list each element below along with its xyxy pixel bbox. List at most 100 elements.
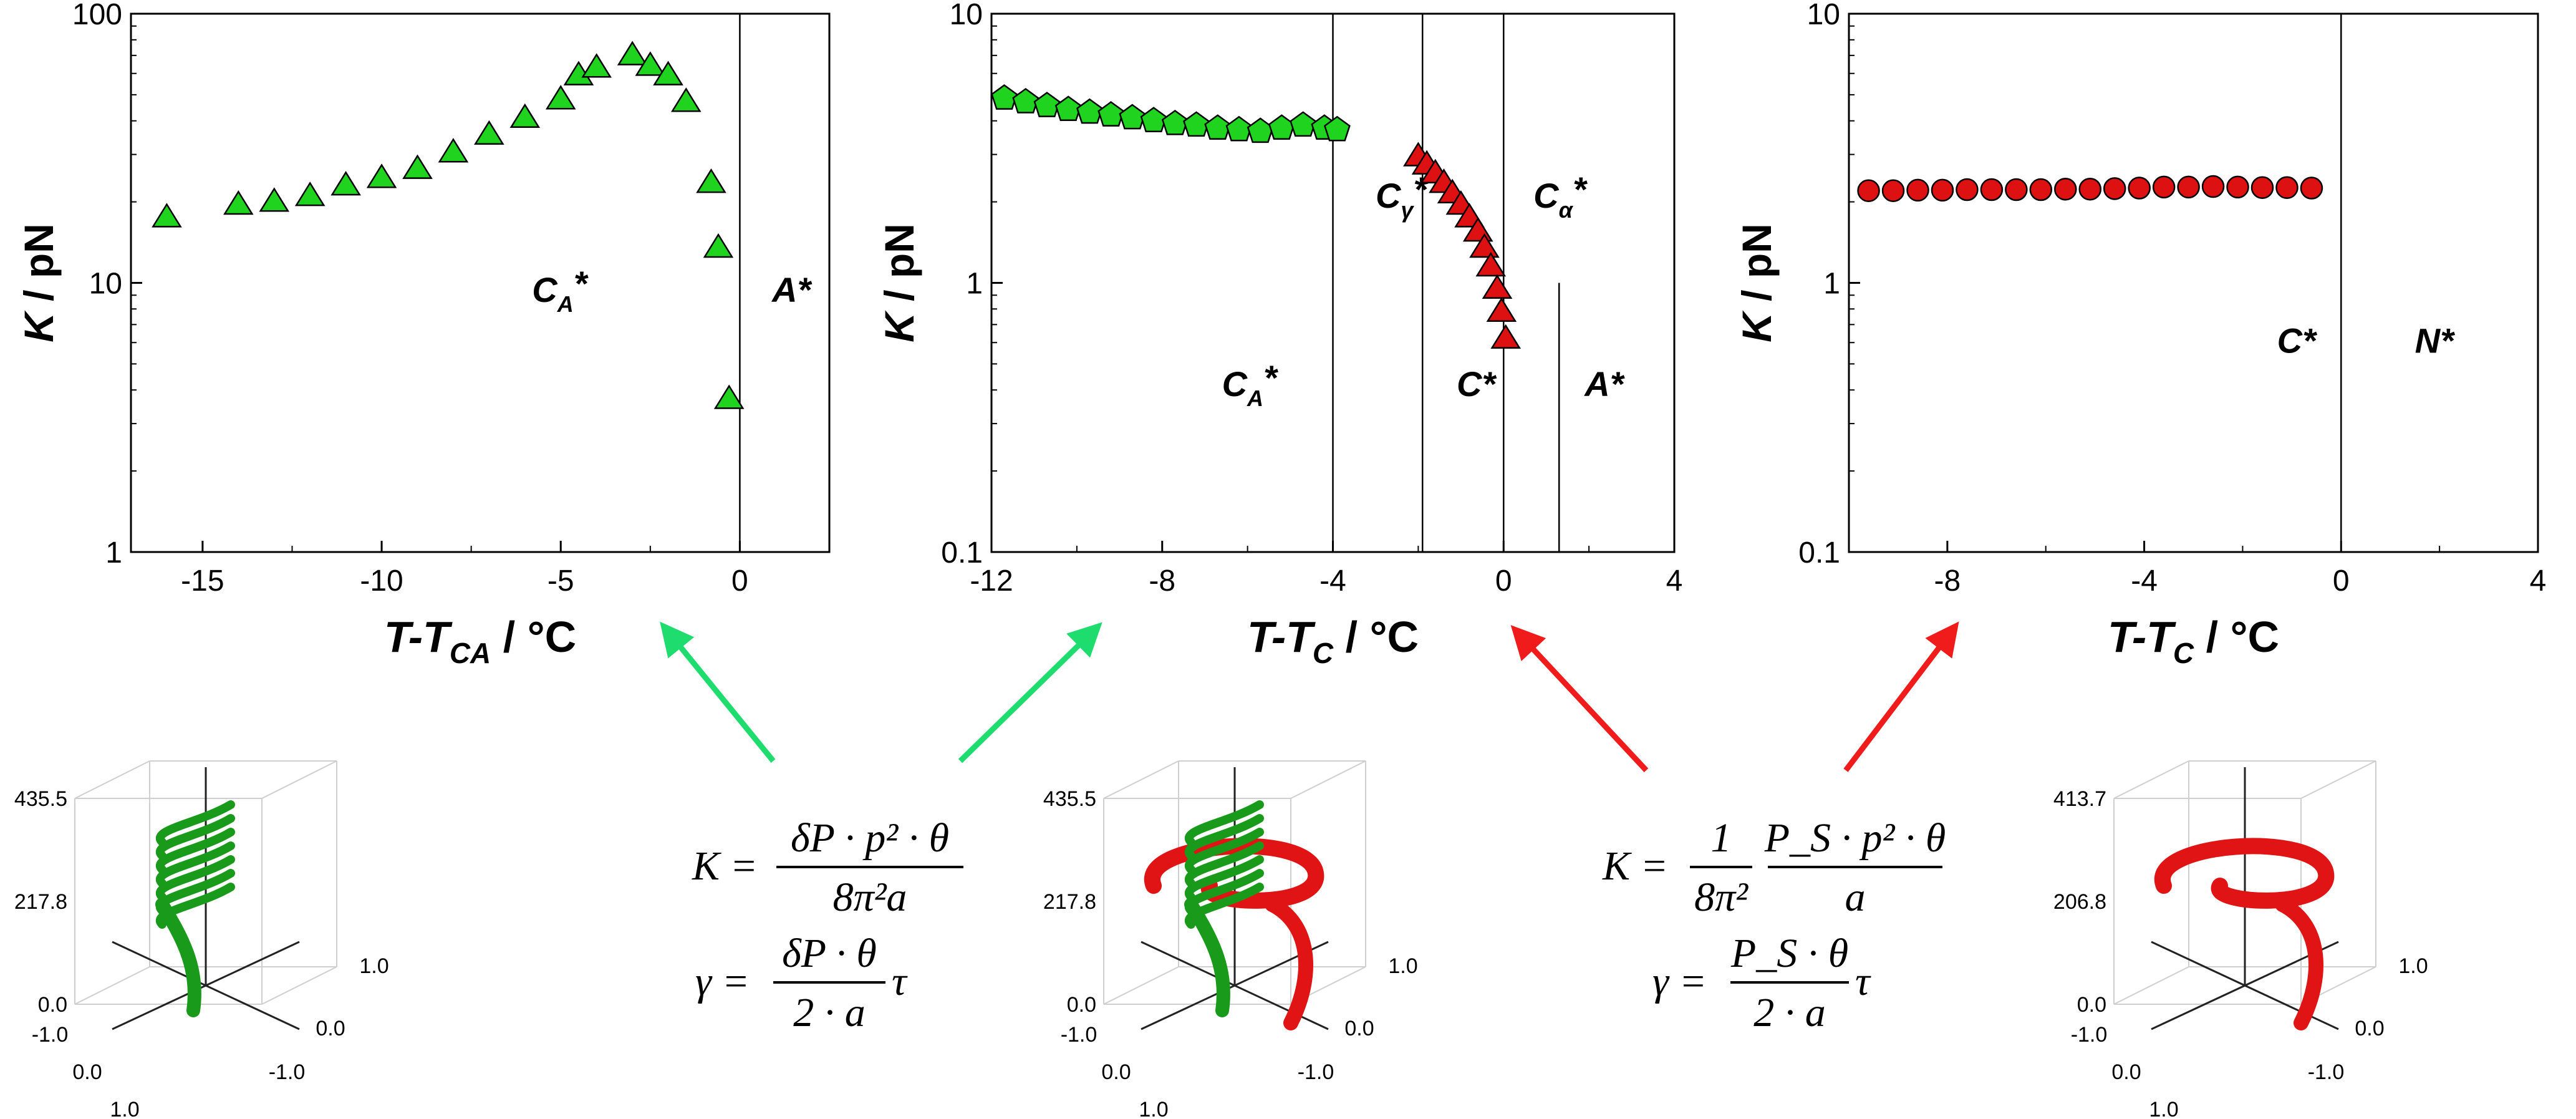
x-axis-label-sub: CA (450, 637, 491, 669)
x-axis-label: T-TC / °C (1247, 613, 1419, 669)
helix-z-label: 217.8 (1043, 890, 1096, 914)
eq1-g-denominator: 2 · a (793, 990, 866, 1035)
data-point (545, 85, 576, 110)
data-point (2029, 178, 2053, 201)
eq2-g-denominator: 2 · a (1754, 990, 1826, 1035)
data-point (653, 61, 683, 85)
data-point (1225, 115, 1253, 142)
x-axis-label-unit: / °C (2194, 613, 2279, 661)
helix-z-label: 435.5 (1043, 787, 1096, 811)
x-tick-label: 4 (2530, 564, 2547, 598)
data-point (1857, 179, 1880, 202)
data-point (1881, 179, 1905, 202)
y-tick-label: 10 (89, 268, 122, 301)
helix-box-edge (1290, 760, 1366, 799)
data-point (1290, 111, 1317, 137)
x-tick-label: -15 (181, 564, 224, 598)
data-point (1490, 324, 1521, 349)
helix-xy-label: 1.0 (1139, 1098, 1168, 1119)
y-axis-label: K / pN (1734, 223, 1780, 342)
data-point (2250, 176, 2274, 199)
eq1-g-tau: τ (892, 959, 908, 1004)
data-point (294, 182, 326, 206)
plot-frame (130, 12, 831, 553)
phase-label-main: C (1376, 176, 1402, 215)
helix-green-strand (1185, 828, 1264, 874)
x-tick-label: 0 (731, 564, 748, 598)
phase-label: C* (2277, 321, 2317, 361)
data-point (1475, 251, 1507, 277)
helix-red-strand (2275, 897, 2323, 1030)
phase-label-main: C (1533, 176, 1560, 215)
helix-green-strand (156, 814, 235, 860)
helix-green-strand (156, 855, 235, 901)
helix-xy-label: 0.0 (1344, 1017, 1374, 1040)
helix-xy-label: -1.0 (1298, 1060, 1334, 1084)
data-point (223, 190, 254, 215)
y-tick-label: 100 (72, 0, 122, 31)
data-point (2275, 176, 2299, 199)
data-point (1323, 115, 1351, 142)
data-point (474, 120, 504, 145)
eq2-k-den2: a (1845, 874, 1866, 920)
helix-xy-label: 0.0 (1101, 1060, 1131, 1084)
arrow-eq1-to-chart2 (958, 622, 1102, 763)
data-point (1161, 109, 1189, 135)
x-axis-label-t: T-T (1247, 613, 1316, 661)
phase-label-main: A (1583, 364, 1609, 404)
helix-box-edge (261, 760, 337, 799)
phase-label-sup: * (2440, 321, 2455, 361)
arrow-eq2-to-chart3 (1843, 621, 1959, 772)
helix-box-edge (2113, 760, 2189, 799)
phase-label-sup: * (1263, 358, 1278, 397)
helix-xy-label: 0.0 (2111, 1060, 2141, 1084)
x-tick-label: -10 (360, 564, 403, 598)
phase-label-main: N (2415, 321, 2441, 361)
helix-y-axis (2151, 941, 2339, 1030)
y-tick-label: 1 (1823, 268, 1840, 301)
data-point (991, 84, 1018, 110)
helix-xy-label: 1.0 (2398, 954, 2428, 978)
data-point (1097, 101, 1125, 127)
eq1-k-numerator: δP · p² · θ (791, 815, 949, 861)
phase-label-sub: γ (1401, 197, 1414, 223)
x-axis-label: T-TCA / °C (384, 613, 576, 669)
plot-frame (1848, 12, 2539, 553)
data-point (1268, 114, 1295, 140)
data-point (703, 233, 734, 258)
data-point (1906, 178, 1929, 202)
data-point (1247, 117, 1274, 143)
y-axis-label-unit: / pN (876, 223, 922, 312)
eq2-g-lhs: γ = (1652, 959, 1707, 1004)
data-point (2201, 175, 2225, 198)
helix-red-strand (1265, 897, 1313, 1030)
phase-label-sup: * (2302, 321, 2317, 361)
data-point (713, 384, 745, 409)
helix-green-strand (1185, 855, 1264, 901)
data-point (2054, 177, 2077, 201)
phase-label: N* (2415, 321, 2455, 361)
helix-xy-label: 0.0 (316, 1017, 345, 1040)
x-tick-label: -4 (1319, 564, 1346, 598)
data-point (1140, 107, 1167, 132)
x-tick-label: 0 (2333, 564, 2350, 598)
data-point (1931, 178, 1954, 202)
helix-box-edge (1103, 966, 1179, 1005)
helix-z-label: 0.0 (38, 993, 67, 1017)
phase-label-sup: * (574, 264, 589, 303)
helix-xy-label: -1.0 (269, 1060, 306, 1084)
y-tick-label: 10 (1807, 0, 1840, 31)
data-point (1956, 178, 1979, 201)
helix-z-label: 0.0 (1067, 993, 1096, 1017)
phase-label-sub: α (1559, 197, 1574, 223)
eq1-k-lhs: K = (692, 843, 758, 889)
data-point (366, 163, 397, 188)
x-axis-label-t: T-T (2108, 613, 2176, 661)
helix-z-label: 435.5 (14, 787, 67, 811)
data-point (1033, 92, 1061, 117)
x-axis-label-unit: / °C (1333, 613, 1419, 661)
data-point (2128, 177, 2151, 200)
helix-green-strand (1184, 898, 1230, 1017)
eq1-g-numerator: δP · θ (782, 931, 877, 976)
phase-label-sup: * (1610, 364, 1625, 404)
